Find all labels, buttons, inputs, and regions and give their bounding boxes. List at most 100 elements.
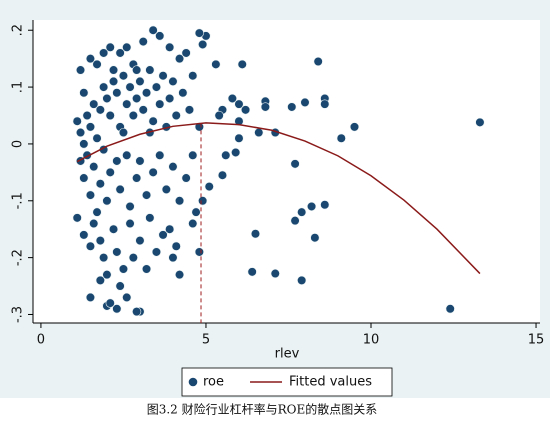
y-tick-label: 0: [11, 140, 26, 148]
point: [118, 71, 129, 81]
point: [132, 65, 142, 75]
point: [336, 133, 346, 143]
x-tick-label: 5: [202, 333, 210, 348]
point: [181, 173, 191, 183]
point: [112, 304, 122, 314]
x-tick-label: 0: [37, 333, 45, 348]
point: [108, 65, 119, 75]
point: [75, 127, 86, 138]
point: [125, 218, 135, 229]
point: [270, 268, 280, 279]
point: [320, 99, 330, 109]
point: [349, 122, 360, 132]
point: [191, 207, 201, 217]
legend-label: roe: [203, 375, 224, 390]
point: [95, 275, 105, 285]
point: [141, 88, 152, 98]
point: [89, 218, 99, 229]
point: [221, 150, 231, 160]
point: [79, 230, 89, 240]
point: [287, 102, 297, 112]
point: [92, 133, 102, 143]
fitted-line: [76, 122, 481, 275]
legend: [181, 367, 393, 397]
point: [89, 99, 99, 109]
point: [184, 105, 195, 115]
point: [475, 117, 485, 127]
point: [99, 48, 109, 58]
point: [155, 99, 165, 109]
point: [102, 270, 112, 280]
point: [178, 88, 188, 98]
point: [300, 97, 310, 108]
point: [214, 110, 224, 121]
x-axis-label: rlev: [275, 347, 300, 362]
point: [145, 65, 155, 75]
x-tick-label: 10: [363, 333, 380, 348]
point: [75, 65, 86, 75]
legend-marker: [188, 377, 198, 387]
point: [148, 25, 158, 35]
point: [158, 230, 168, 240]
point: [227, 93, 237, 104]
x-tick-label: 15: [528, 333, 545, 348]
point: [105, 167, 115, 177]
point: [158, 71, 168, 81]
point: [198, 196, 208, 206]
point: [92, 207, 102, 217]
point: [122, 292, 132, 303]
point: [290, 216, 300, 226]
point: [141, 190, 152, 200]
point: [445, 304, 455, 314]
point: [211, 59, 221, 69]
point: [148, 116, 158, 126]
point: [79, 173, 89, 183]
point: [194, 28, 204, 38]
point: [174, 270, 185, 280]
point: [92, 59, 102, 69]
point: [231, 147, 241, 158]
point: [171, 241, 181, 251]
y-tick-label: -.2: [11, 249, 26, 266]
caption: 图3.2 财险行业杠杆率与ROE的散点图关系: [147, 402, 378, 417]
point: [85, 292, 96, 303]
y-tick-label: -.3: [11, 306, 26, 323]
point: [237, 59, 247, 69]
point: [99, 82, 109, 92]
point: [122, 150, 132, 160]
point: [171, 110, 181, 121]
point: [95, 235, 105, 246]
point: [151, 247, 162, 257]
point: [168, 76, 178, 86]
point: [132, 93, 142, 104]
point: [112, 247, 122, 257]
point: [108, 76, 119, 86]
point: [115, 184, 125, 195]
point: [290, 159, 300, 169]
y-tick-label: .1: [11, 81, 26, 93]
point: [174, 196, 185, 206]
point: [188, 71, 198, 81]
point: [115, 281, 125, 291]
point: [118, 264, 129, 274]
point: [198, 39, 208, 50]
point: [135, 235, 145, 246]
point: [105, 42, 115, 52]
point: [128, 253, 138, 263]
y-tick-label: -.1: [11, 192, 26, 209]
point: [250, 229, 261, 239]
point: [297, 275, 307, 285]
point: [138, 37, 148, 47]
point: [105, 110, 115, 121]
point: [165, 224, 175, 234]
point: [122, 42, 132, 52]
point: [118, 127, 129, 138]
point: [132, 307, 142, 317]
point: [320, 200, 330, 210]
point: [234, 133, 244, 143]
point: [99, 253, 109, 263]
point: [155, 31, 165, 41]
point: [148, 167, 158, 177]
point: [138, 105, 148, 115]
